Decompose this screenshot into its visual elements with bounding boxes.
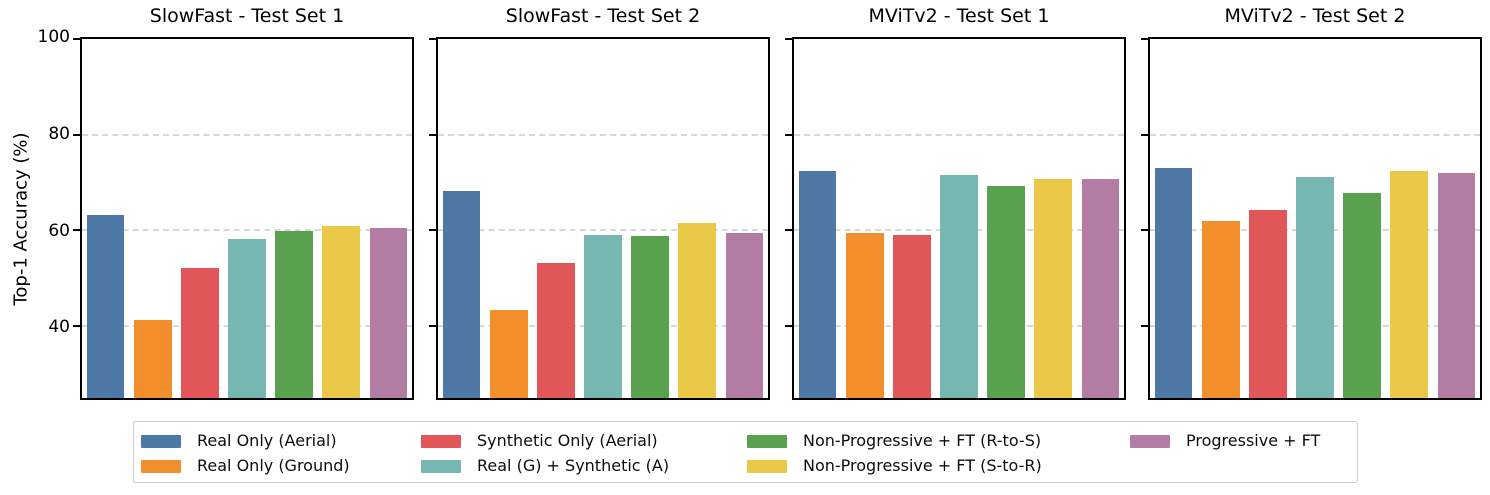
bar-non-progressive-ft-s-to-r	[678, 223, 717, 398]
subplot-title: MViTv2 - Test Set 1	[868, 5, 1050, 27]
legend-label: Non-Progressive + FT (S-to-R)	[803, 456, 1042, 475]
bar-real-only-aerial	[1154, 168, 1193, 398]
gridline-80	[438, 133, 768, 136]
bar-real-g-synthetic-a	[940, 174, 978, 398]
y-tick-label-40: 40	[48, 317, 70, 338]
gridline-60	[438, 229, 768, 232]
legend-swatch-real-only-ground	[141, 459, 181, 473]
bar-progressive-ft	[725, 233, 764, 398]
legend-label: Real Only (Aerial)	[197, 431, 337, 450]
gridline-60	[82, 229, 412, 232]
bar-progressive-ft	[1437, 172, 1476, 398]
legend-swatch-synthetic-only-aerial	[421, 434, 461, 448]
subplot-title: SlowFast - Test Set 1	[149, 5, 345, 27]
y-tick-mark-40	[1141, 325, 1148, 328]
y-tick-mark-60	[73, 229, 80, 232]
legend: Real Only (Aerial) Real Only (Ground) Synt…	[133, 421, 1358, 483]
bar-progressive-ft	[369, 228, 408, 398]
legend-label: Real (G) + Synthetic (A)	[477, 456, 670, 475]
bar-real-only-ground	[1201, 220, 1240, 398]
subplot-axes-mvitv2-test-set-2: MViTv2 - Test Set 2	[1141, 5, 1482, 400]
bar-real-only-aerial	[798, 171, 837, 398]
y-tick-mark-40	[73, 325, 80, 328]
bar-non-progressive-ft-r-to-s	[631, 236, 669, 398]
y-tick-mark-40	[785, 325, 792, 328]
legend-item-non-progressive-ft-s-to-r: Non-Progressive + FT (S-to-R)	[747, 456, 1042, 476]
bar-synthetic-only-aerial	[180, 268, 219, 398]
bar-progressive-ft	[1081, 178, 1120, 398]
bar-synthetic-only-aerial	[1248, 210, 1287, 398]
legend-swatch-progressive-ft	[1130, 434, 1170, 448]
legend-item-real-only-ground: Real Only (Ground)	[141, 456, 350, 476]
gridline-80	[1150, 133, 1480, 136]
bar-real-g-synthetic-a	[584, 235, 622, 398]
bar-real-only-ground	[489, 309, 528, 398]
bar-non-progressive-ft-s-to-r	[322, 225, 361, 398]
y-tick-mark-60	[1141, 229, 1148, 232]
y-tick-label-60: 60	[48, 220, 70, 241]
legend-label: Synthetic Only (Aerial)	[477, 431, 658, 450]
subplot-axes-slowfast-test-set-2: SlowFast - Test Set 2	[429, 5, 770, 400]
y-tick-mark-80	[785, 133, 792, 136]
bar-non-progressive-ft-r-to-s	[1343, 193, 1381, 398]
gridline-80	[794, 133, 1124, 136]
legend-swatch-real-g-synthetic-a	[421, 459, 461, 473]
subplot-title: MViTv2 - Test Set 2	[1224, 5, 1406, 27]
y-tick-mark-80	[73, 133, 80, 136]
legend-column-3: Non-Progressive + FT (R-to-S) Non-Progres…	[747, 431, 1042, 476]
bar-non-progressive-ft-s-to-r	[1390, 170, 1429, 398]
legend-item-progressive-ft: Progressive + FT	[1130, 431, 1320, 451]
legend-swatch-real-only-aerial	[141, 434, 181, 448]
y-tick-label-80: 80	[48, 123, 70, 144]
bar-non-progressive-ft-r-to-s	[987, 186, 1025, 398]
y-tick-mark-60	[429, 229, 436, 232]
y-tick-mark-80	[429, 133, 436, 136]
y-tick-mark-100	[73, 38, 80, 40]
y-tick-mark-80	[1141, 133, 1148, 136]
bar-real-only-ground	[133, 319, 172, 398]
gridline-80	[82, 133, 412, 136]
bar-non-progressive-ft-r-to-s	[275, 231, 313, 398]
legend-swatch-non-progressive-ft-r-to-s	[747, 434, 787, 448]
y-tick-mark-100	[429, 38, 436, 40]
y-tick-mark-60	[785, 229, 792, 232]
y-tick-mark-100	[785, 38, 792, 40]
y-tick-mark-40	[429, 325, 436, 328]
legend-label: Non-Progressive + FT (R-to-S)	[803, 431, 1042, 450]
bar-synthetic-only-aerial	[892, 235, 931, 398]
legend-column-2: Synthetic Only (Aerial) Real (G) + Synthe…	[421, 431, 669, 476]
y-tick-mark-100	[1141, 38, 1148, 40]
y-tick-label-100: 100	[37, 27, 70, 47]
bar-real-g-synthetic-a	[228, 239, 266, 398]
subplot-axes-mvitv2-test-set-1: MViTv2 - Test Set 1	[785, 5, 1126, 400]
bar-synthetic-only-aerial	[536, 262, 575, 398]
bar-real-only-aerial	[442, 191, 481, 398]
legend-item-synthetic-only-aerial: Synthetic Only (Aerial)	[421, 431, 669, 451]
legend-item-non-progressive-ft-r-to-s: Non-Progressive + FT (R-to-S)	[747, 431, 1042, 451]
legend-label: Progressive + FT	[1186, 431, 1321, 450]
legend-swatch-non-progressive-ft-s-to-r	[747, 459, 787, 473]
bar-non-progressive-ft-s-to-r	[1034, 178, 1073, 398]
bar-real-only-aerial	[86, 214, 125, 398]
legend-column-1: Real Only (Aerial) Real Only (Ground)	[141, 431, 350, 476]
legend-label: Real Only (Ground)	[197, 456, 350, 475]
bar-real-g-synthetic-a	[1296, 177, 1334, 398]
bar-real-only-ground	[845, 232, 884, 398]
legend-item-real-g-synthetic-a: Real (G) + Synthetic (A)	[421, 456, 669, 476]
legend-item-real-only-aerial: Real Only (Aerial)	[141, 431, 350, 451]
subplot-title: SlowFast - Test Set 2	[505, 5, 701, 27]
legend-column-4: Progressive + FT	[1130, 431, 1320, 451]
subplot-axes-slowfast-test-set-1: SlowFast - Test Set 1	[73, 5, 414, 400]
